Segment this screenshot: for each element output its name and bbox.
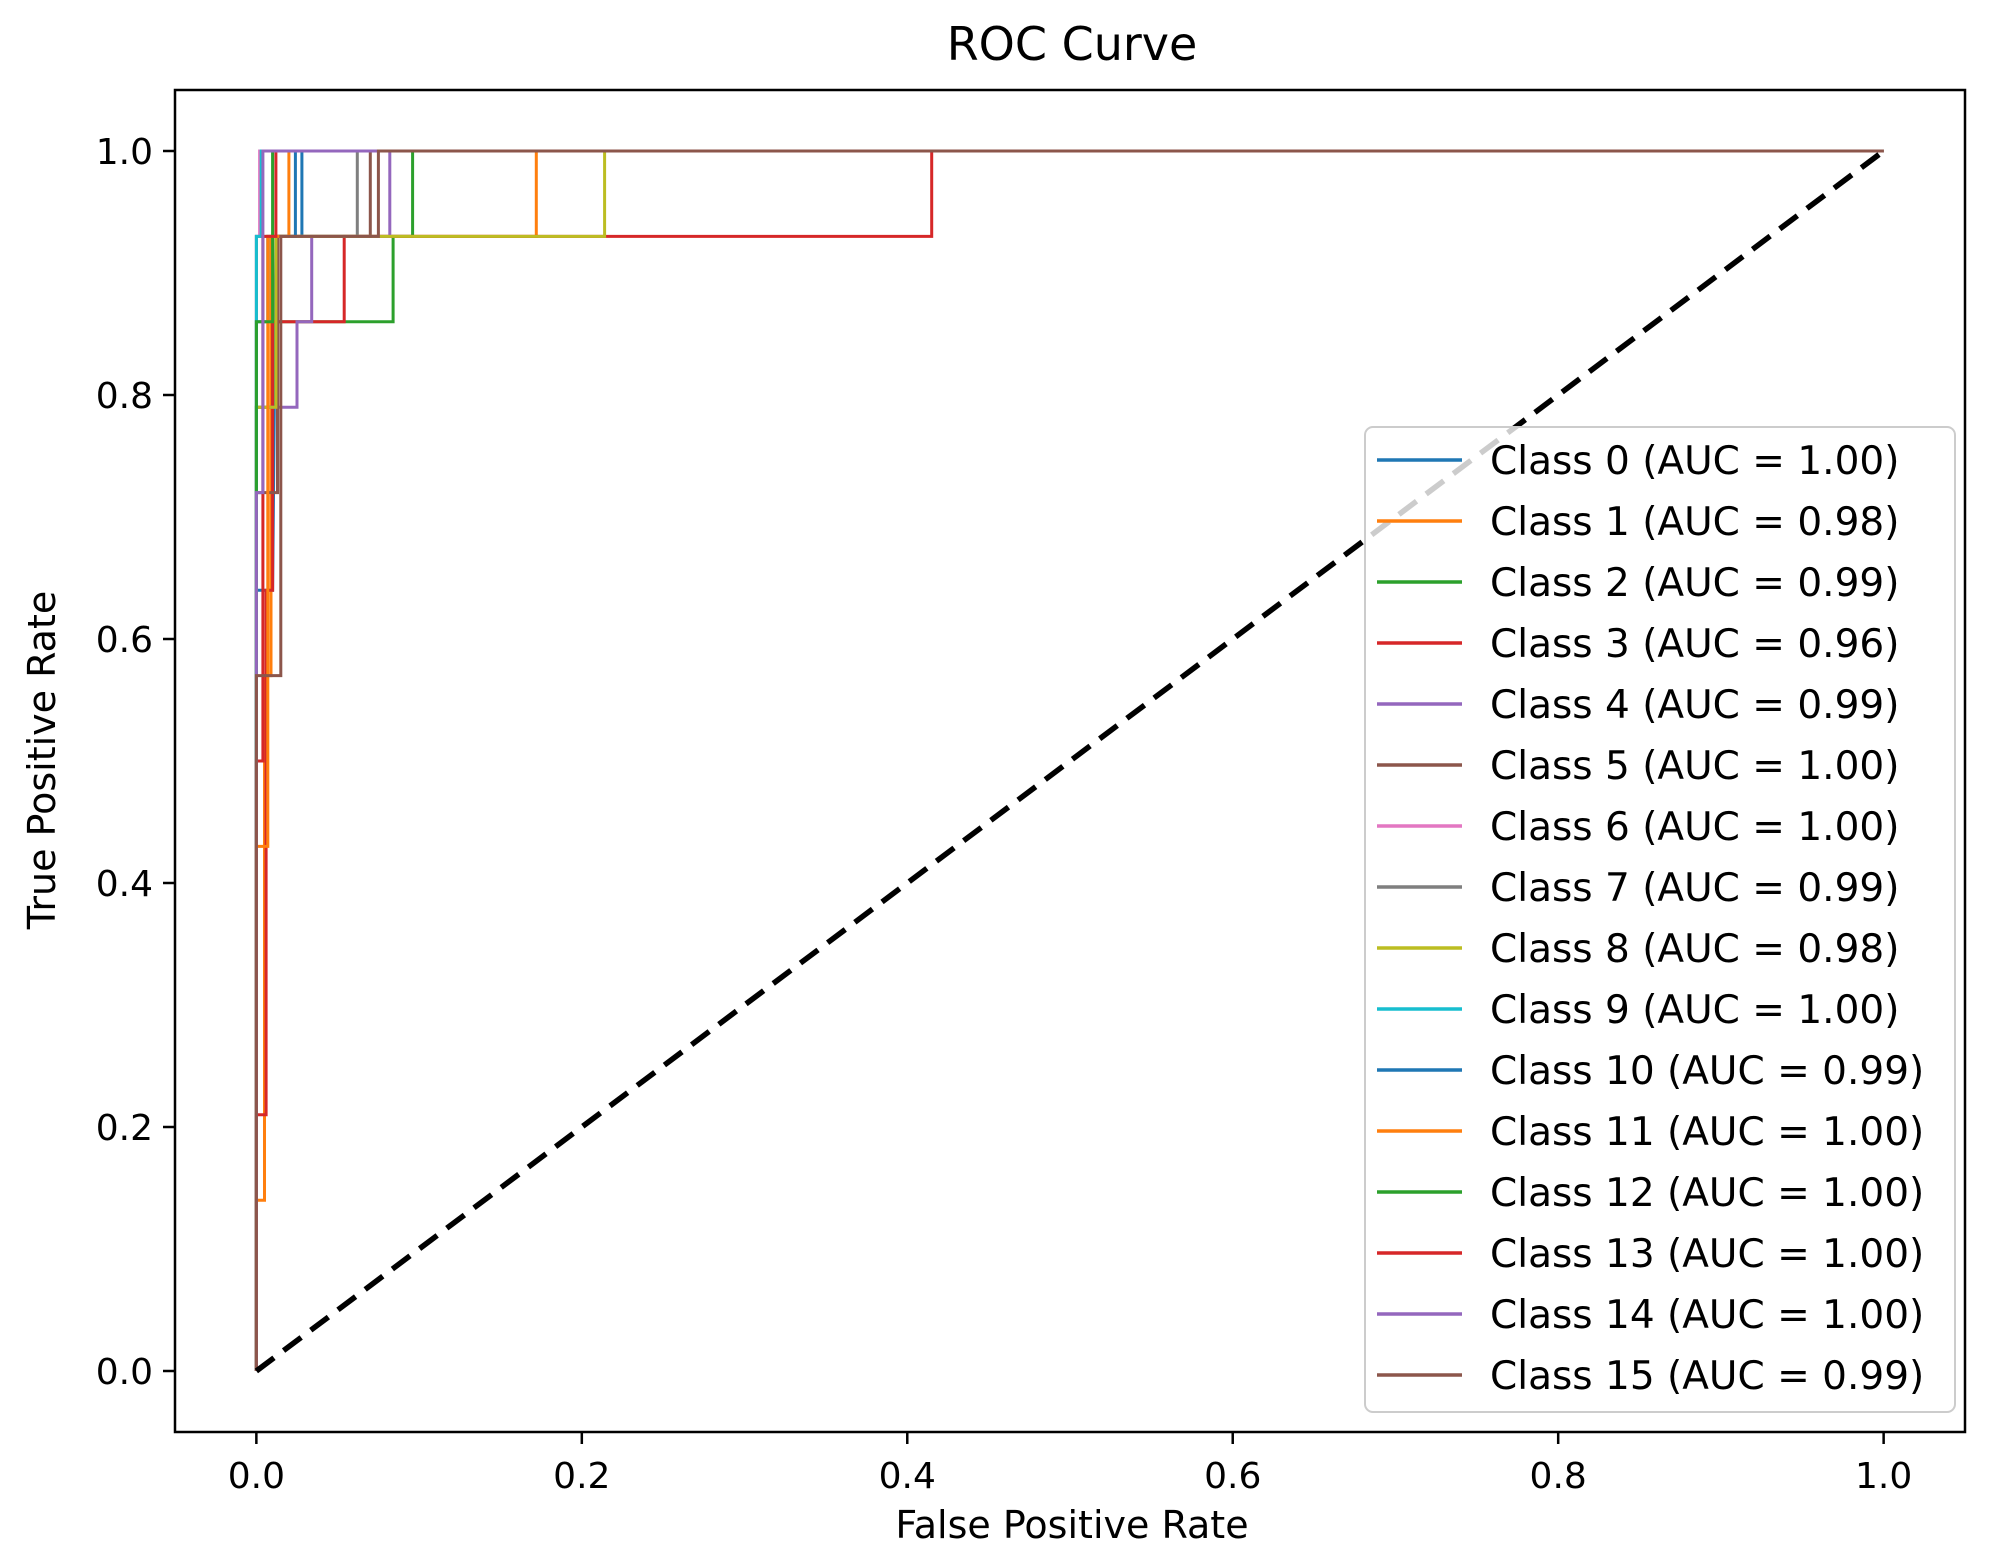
x-tick-label: 0.4 xyxy=(879,1456,936,1497)
legend-label-class-4: Class 4 (AUC = 0.99) xyxy=(1490,683,1899,728)
legend-label-class-6: Class 6 (AUC = 1.00) xyxy=(1490,805,1899,850)
legend-label-class-9: Class 9 (AUC = 1.00) xyxy=(1490,988,1899,1033)
roc-curves xyxy=(254,148,1886,1374)
legend-label-class-1: Class 1 (AUC = 0.98) xyxy=(1490,500,1899,545)
legend-label-class-12: Class 12 (AUC = 1.00) xyxy=(1490,1171,1924,1216)
y-tick-label: 0.0 xyxy=(96,1352,153,1393)
axes: 0.0 0.2 0.4 0.6 0.8 1.0 0.0 0.2 0.4 0.6 0.8 1.0 xyxy=(96,88,1967,1497)
x-tick-label: 0.6 xyxy=(1204,1456,1261,1497)
plot-frame xyxy=(173,88,1967,1434)
x-tick-label: 0.8 xyxy=(1530,1456,1587,1497)
plot-area xyxy=(254,148,1886,1374)
x-axis-title: False Positive Rate xyxy=(895,1503,1248,1547)
y-tick-label: 1.0 xyxy=(96,132,153,173)
legend-label-class-5: Class 5 (AUC = 1.00) xyxy=(1490,744,1899,789)
legend-label-class-11: Class 11 (AUC = 1.00) xyxy=(1490,1110,1924,1155)
y-tick-label: 0.8 xyxy=(96,376,153,417)
y-axis-title: True Positive Rate xyxy=(20,591,64,931)
legend-label-class-8: Class 8 (AUC = 0.98) xyxy=(1490,927,1899,972)
legend-label-class-7: Class 7 (AUC = 0.99) xyxy=(1490,866,1899,911)
y-tick-label: 0.4 xyxy=(96,864,153,905)
legend-box xyxy=(1364,426,1956,1413)
x-tick-label: 0.0 xyxy=(228,1456,285,1497)
roc-curve-class-15 xyxy=(254,149,1884,1371)
legend-label-class-15: Class 15 (AUC = 0.99) xyxy=(1490,1354,1924,1399)
legend-label-class-2: Class 2 (AUC = 0.99) xyxy=(1490,561,1899,606)
chart-title: ROC Curve xyxy=(947,17,1198,71)
roc-curve-class-1 xyxy=(254,149,1884,1371)
legend-label-class-3: Class 3 (AUC = 0.96) xyxy=(1490,622,1899,667)
legend-label-class-0: Class 0 (AUC = 1.00) xyxy=(1490,439,1899,484)
x-tick-label: 1.0 xyxy=(1855,1456,1912,1497)
legend-label-class-10: Class 10 (AUC = 0.99) xyxy=(1490,1049,1924,1094)
y-tick-label: 0.6 xyxy=(96,620,153,661)
legend-label-class-13: Class 13 (AUC = 1.00) xyxy=(1490,1232,1924,1277)
legend: Class 0 (AUC = 1.00) Class 1 (AUC = 0.98)… xyxy=(1364,426,1956,1413)
legend-label-class-14: Class 14 (AUC = 1.00) xyxy=(1490,1293,1924,1338)
x-tick-label: 0.2 xyxy=(553,1456,610,1497)
y-tick-label: 0.2 xyxy=(96,1108,153,1149)
